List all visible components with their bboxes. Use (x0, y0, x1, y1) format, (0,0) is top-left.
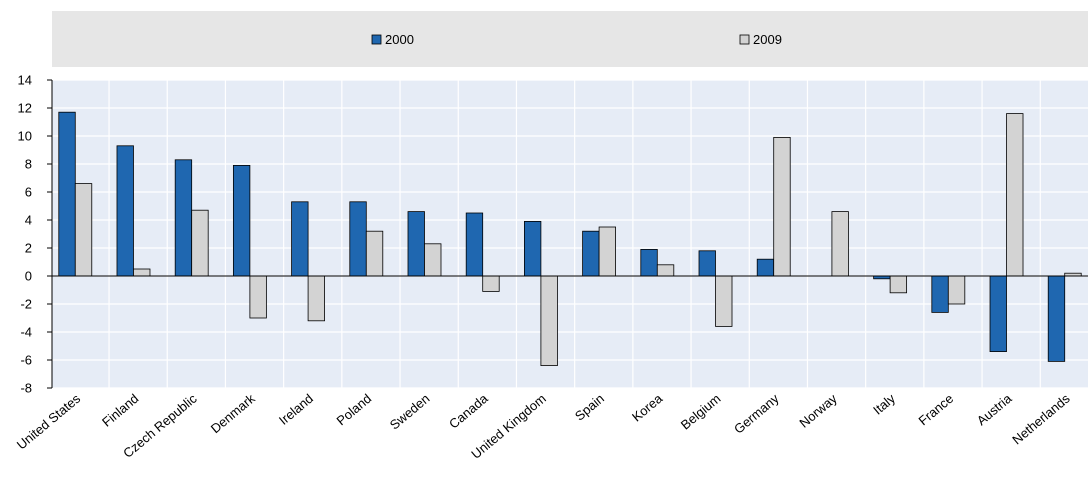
legend-swatch-2000 (371, 34, 382, 45)
bar-2009-italy (889, 275, 908, 294)
y-axis-ticks: -8 -6 -4 -2 0 2 4 6 8 10 12 14 (18, 73, 32, 396)
x-tick-label: Denmark (208, 390, 258, 436)
bar-2009-france (947, 275, 966, 305)
bar-2009-austria (1006, 113, 1024, 277)
bar-2009-canada (482, 275, 500, 292)
y-tick-label: -2 (20, 297, 32, 312)
x-tick-label: Poland (334, 391, 375, 429)
x-tick-label: Belgium (678, 391, 724, 433)
bar-2009-czech-republic (191, 209, 209, 277)
bar-2000-united-kingdom (523, 220, 542, 277)
plot-area (52, 80, 1088, 388)
bar-2000-poland (349, 201, 367, 277)
bar-2000-sweden (407, 211, 425, 277)
x-tick-label: Spain (572, 391, 607, 424)
legend-swatch-2009 (739, 34, 750, 45)
x-tick-label: Netherlands (1009, 390, 1073, 447)
x-tick-label: Finland (99, 391, 141, 430)
bar-2000-canada (465, 212, 484, 277)
bar-2009-united-kingdom (540, 275, 558, 366)
legend: 2000 2009 (371, 32, 782, 47)
bar-2009-germany (773, 136, 791, 277)
legend-label-2000: 2000 (385, 32, 414, 47)
bar-2000-denmark (232, 164, 251, 277)
legend-box (52, 11, 1088, 67)
x-tick-label: Austria (974, 390, 1015, 428)
x-tick-label: Korea (629, 390, 666, 424)
y-tick-label: 0 (25, 269, 32, 284)
x-tick-label: United States (14, 390, 84, 452)
bar-2009-sweden (424, 243, 442, 277)
legend-label-2009: 2009 (753, 32, 782, 47)
bar-2000-czech-republic (174, 159, 193, 277)
x-tick-label: Germany (731, 390, 782, 436)
y-tick-label: -8 (20, 381, 32, 396)
x-tick-label: Italy (870, 390, 898, 417)
y-tick-label: 10 (18, 129, 32, 144)
bar-2000-spain (582, 230, 600, 277)
bar-2009-united-states (74, 183, 93, 277)
bar-2000-finland (116, 145, 134, 277)
y-tick-label: -6 (20, 353, 32, 368)
bar-2009-finland (133, 268, 151, 277)
bar-2000-germany (756, 258, 775, 277)
bar-2000-austria (989, 275, 1007, 352)
y-tick-label: 6 (25, 185, 32, 200)
axes (47, 79, 1088, 389)
bar-2000-ireland (291, 201, 309, 277)
bar-2009-poland (365, 230, 384, 277)
y-tick-label: 12 (18, 101, 32, 116)
bar-2009-spain (598, 226, 617, 277)
x-tick-label: Canada (446, 390, 491, 431)
x-tick-label: Norway (796, 390, 840, 430)
x-tick-label: France (916, 391, 957, 429)
bar-2000-france (931, 275, 949, 313)
bar-2009-norway (831, 211, 849, 277)
x-tick-label: Ireland (276, 391, 316, 428)
bar-2000-netherlands (1047, 275, 1066, 362)
x-tick-label: Sweden (387, 391, 433, 433)
bar-2000-korea (640, 248, 658, 277)
bar-2009-belgium (715, 275, 733, 327)
bar-2009-denmark (249, 275, 267, 319)
bar-2000-united-states (58, 111, 76, 277)
bar-2009-ireland (307, 275, 325, 322)
y-tick-label: 2 (25, 241, 32, 256)
bars (58, 111, 1082, 366)
y-tick-label: 14 (18, 73, 32, 88)
bar-2000-belgium (698, 250, 716, 277)
y-tick-label: -4 (20, 325, 32, 340)
y-tick-label: 8 (25, 157, 32, 172)
y-tick-label: 4 (25, 213, 32, 228)
bar-2009-korea (656, 264, 675, 277)
